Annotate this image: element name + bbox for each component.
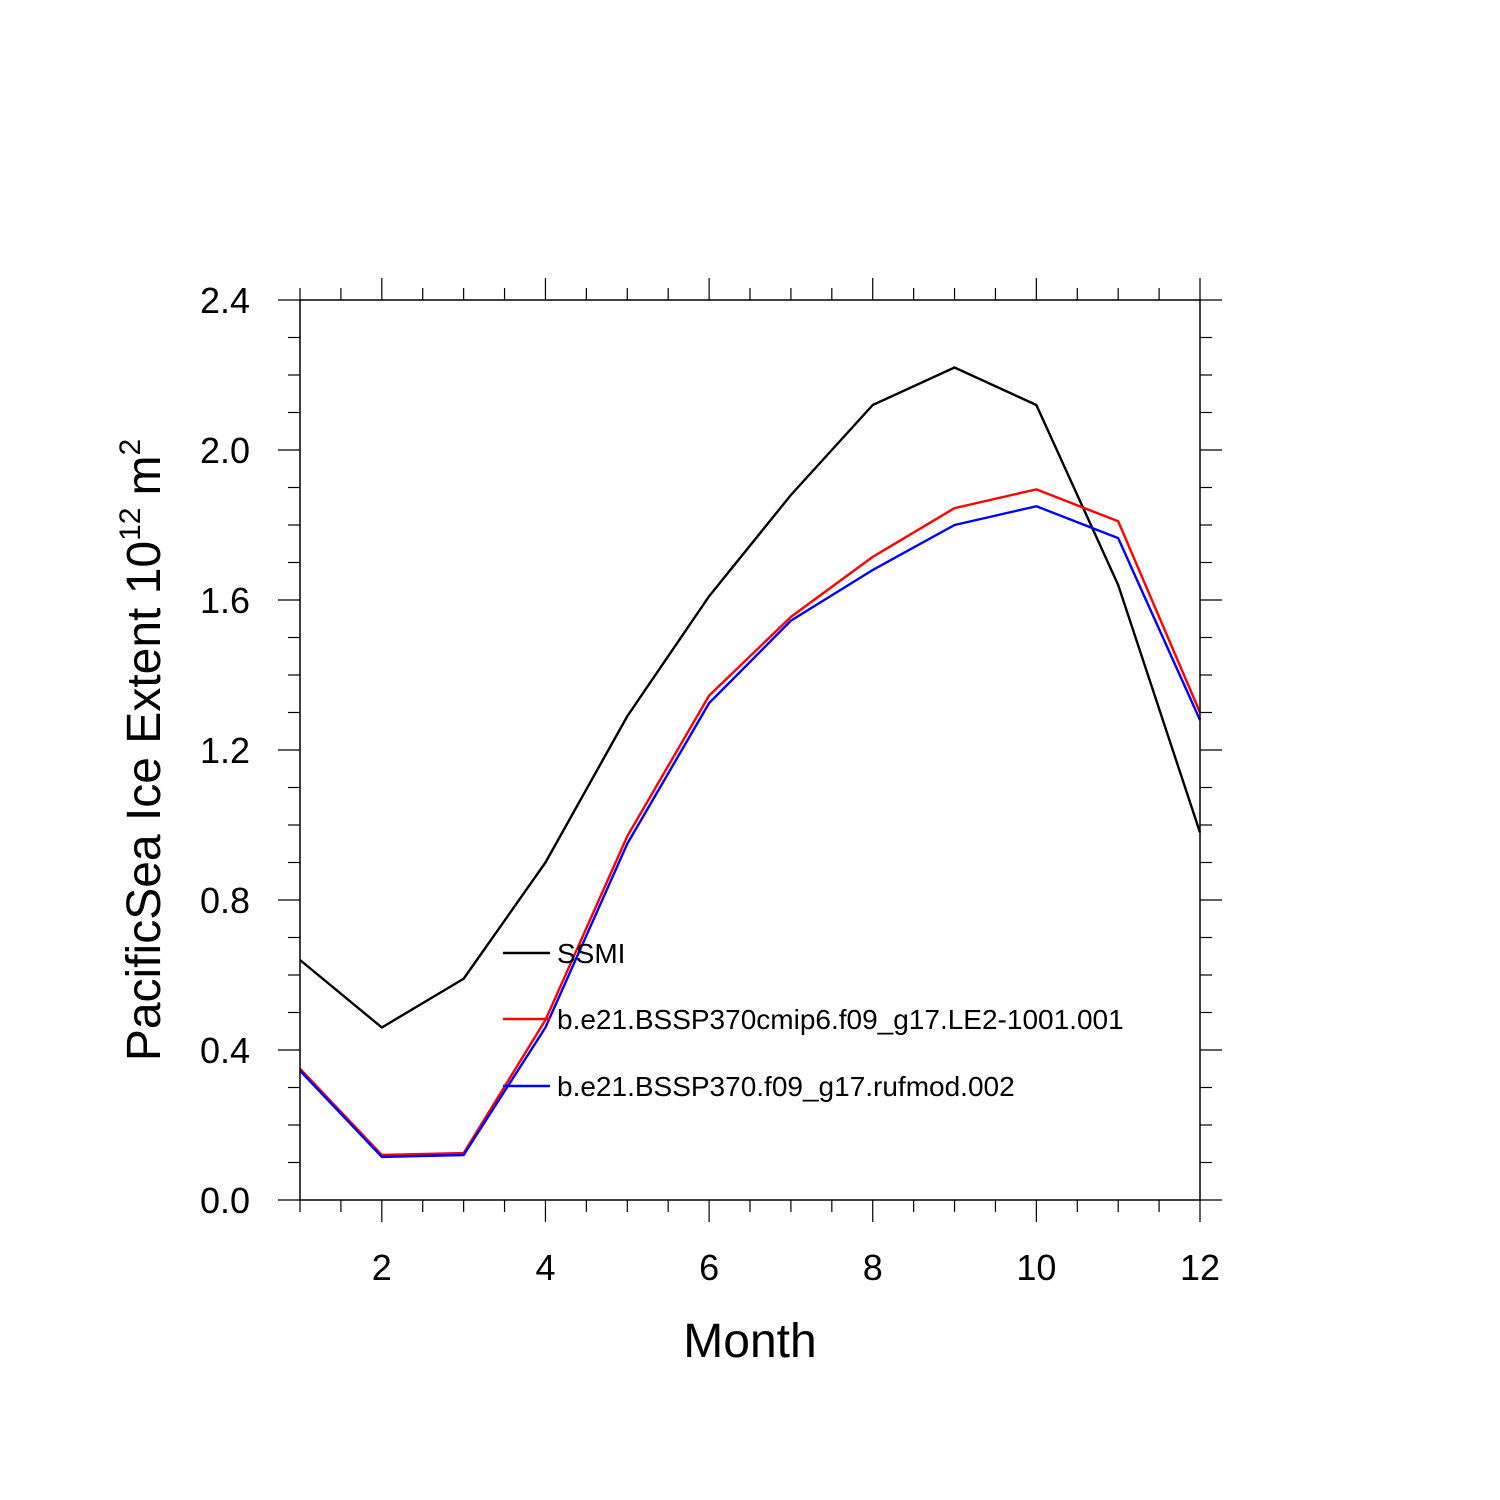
x-tick-label: 4 (535, 1247, 555, 1288)
legend: SSMI b.e21.BSSP370cmip6.f09_g17.LE2-1001.… (503, 938, 1124, 1102)
legend-label: b.e21.BSSP370.f09_g17.rufmod.002 (557, 1071, 1015, 1102)
legend-label: b.e21.BSSP370cmip6.f09_g17.LE2-1001.001 (557, 1004, 1124, 1035)
series-lines (299, 366, 1202, 1159)
y-tick-label: 2.4 (200, 280, 250, 321)
series-line-1 (299, 366, 1202, 1029)
x-tick-label: 10 (1016, 1247, 1056, 1288)
x-tick-label: 12 (1180, 1247, 1220, 1288)
y-axis-title-unit: m (118, 456, 171, 496)
y-tick-label: 1.2 (200, 730, 250, 771)
x-tick-label: 6 (699, 1247, 719, 1288)
series-line-3 (299, 505, 1202, 1159)
plot-frame (299, 299, 1201, 1201)
x-tick-label: 8 (863, 1247, 883, 1288)
y-tick-label: 1.6 (200, 580, 250, 621)
tick-labels: 2 4 6 8 10 12 0.0 0.4 0.8 1.2 1.6 2.0 2.4 (200, 280, 1220, 1288)
y-axis-title-main: PacificSea Ice Extent 10 (118, 541, 171, 1061)
x-axis-title: Month (683, 1315, 816, 1368)
y-tick-label: 2.0 (200, 430, 250, 471)
y-axis-title-exponent: 12 (114, 508, 147, 541)
y-tick-label: 0.4 (200, 1030, 250, 1071)
y-tick-label: 0.8 (200, 880, 250, 921)
y-tick-label: 0.0 (200, 1180, 250, 1221)
y-axis-title-unit-exponent: 2 (114, 439, 147, 456)
y-axis-title: PacificSea Ice Extent 1012 m2 (114, 439, 171, 1061)
series-line-2 (299, 488, 1202, 1157)
legend-label: SSMI (557, 938, 625, 969)
axis-ticks (278, 278, 1222, 1222)
x-tick-label: 2 (372, 1247, 392, 1288)
